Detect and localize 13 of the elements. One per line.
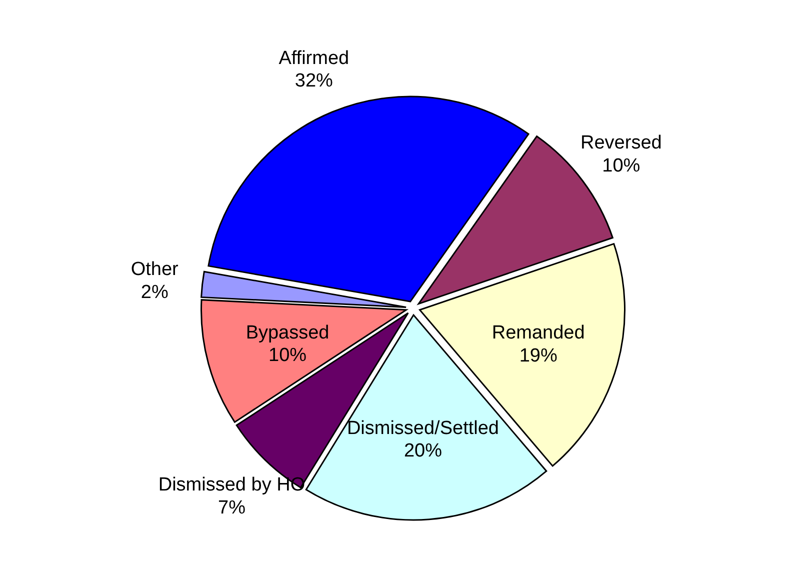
- data-label: 19%: [519, 346, 558, 367]
- slice-label: Bypassed: [246, 322, 330, 344]
- data-label: 10%: [602, 155, 640, 176]
- data-label: 2%: [140, 282, 168, 304]
- data-label: 32%: [294, 70, 334, 92]
- slice-label: Other: [130, 259, 180, 280]
- slice-label: Affirmed: [278, 48, 350, 69]
- data-label: 10%: [268, 345, 307, 366]
- data-label: 20%: [404, 440, 442, 462]
- data-label: 7%: [218, 497, 246, 518]
- slice-label: Remanded: [492, 322, 585, 344]
- slice-label: Dismissed/Settled: [346, 418, 500, 439]
- slice-label: Reversed: [580, 132, 662, 154]
